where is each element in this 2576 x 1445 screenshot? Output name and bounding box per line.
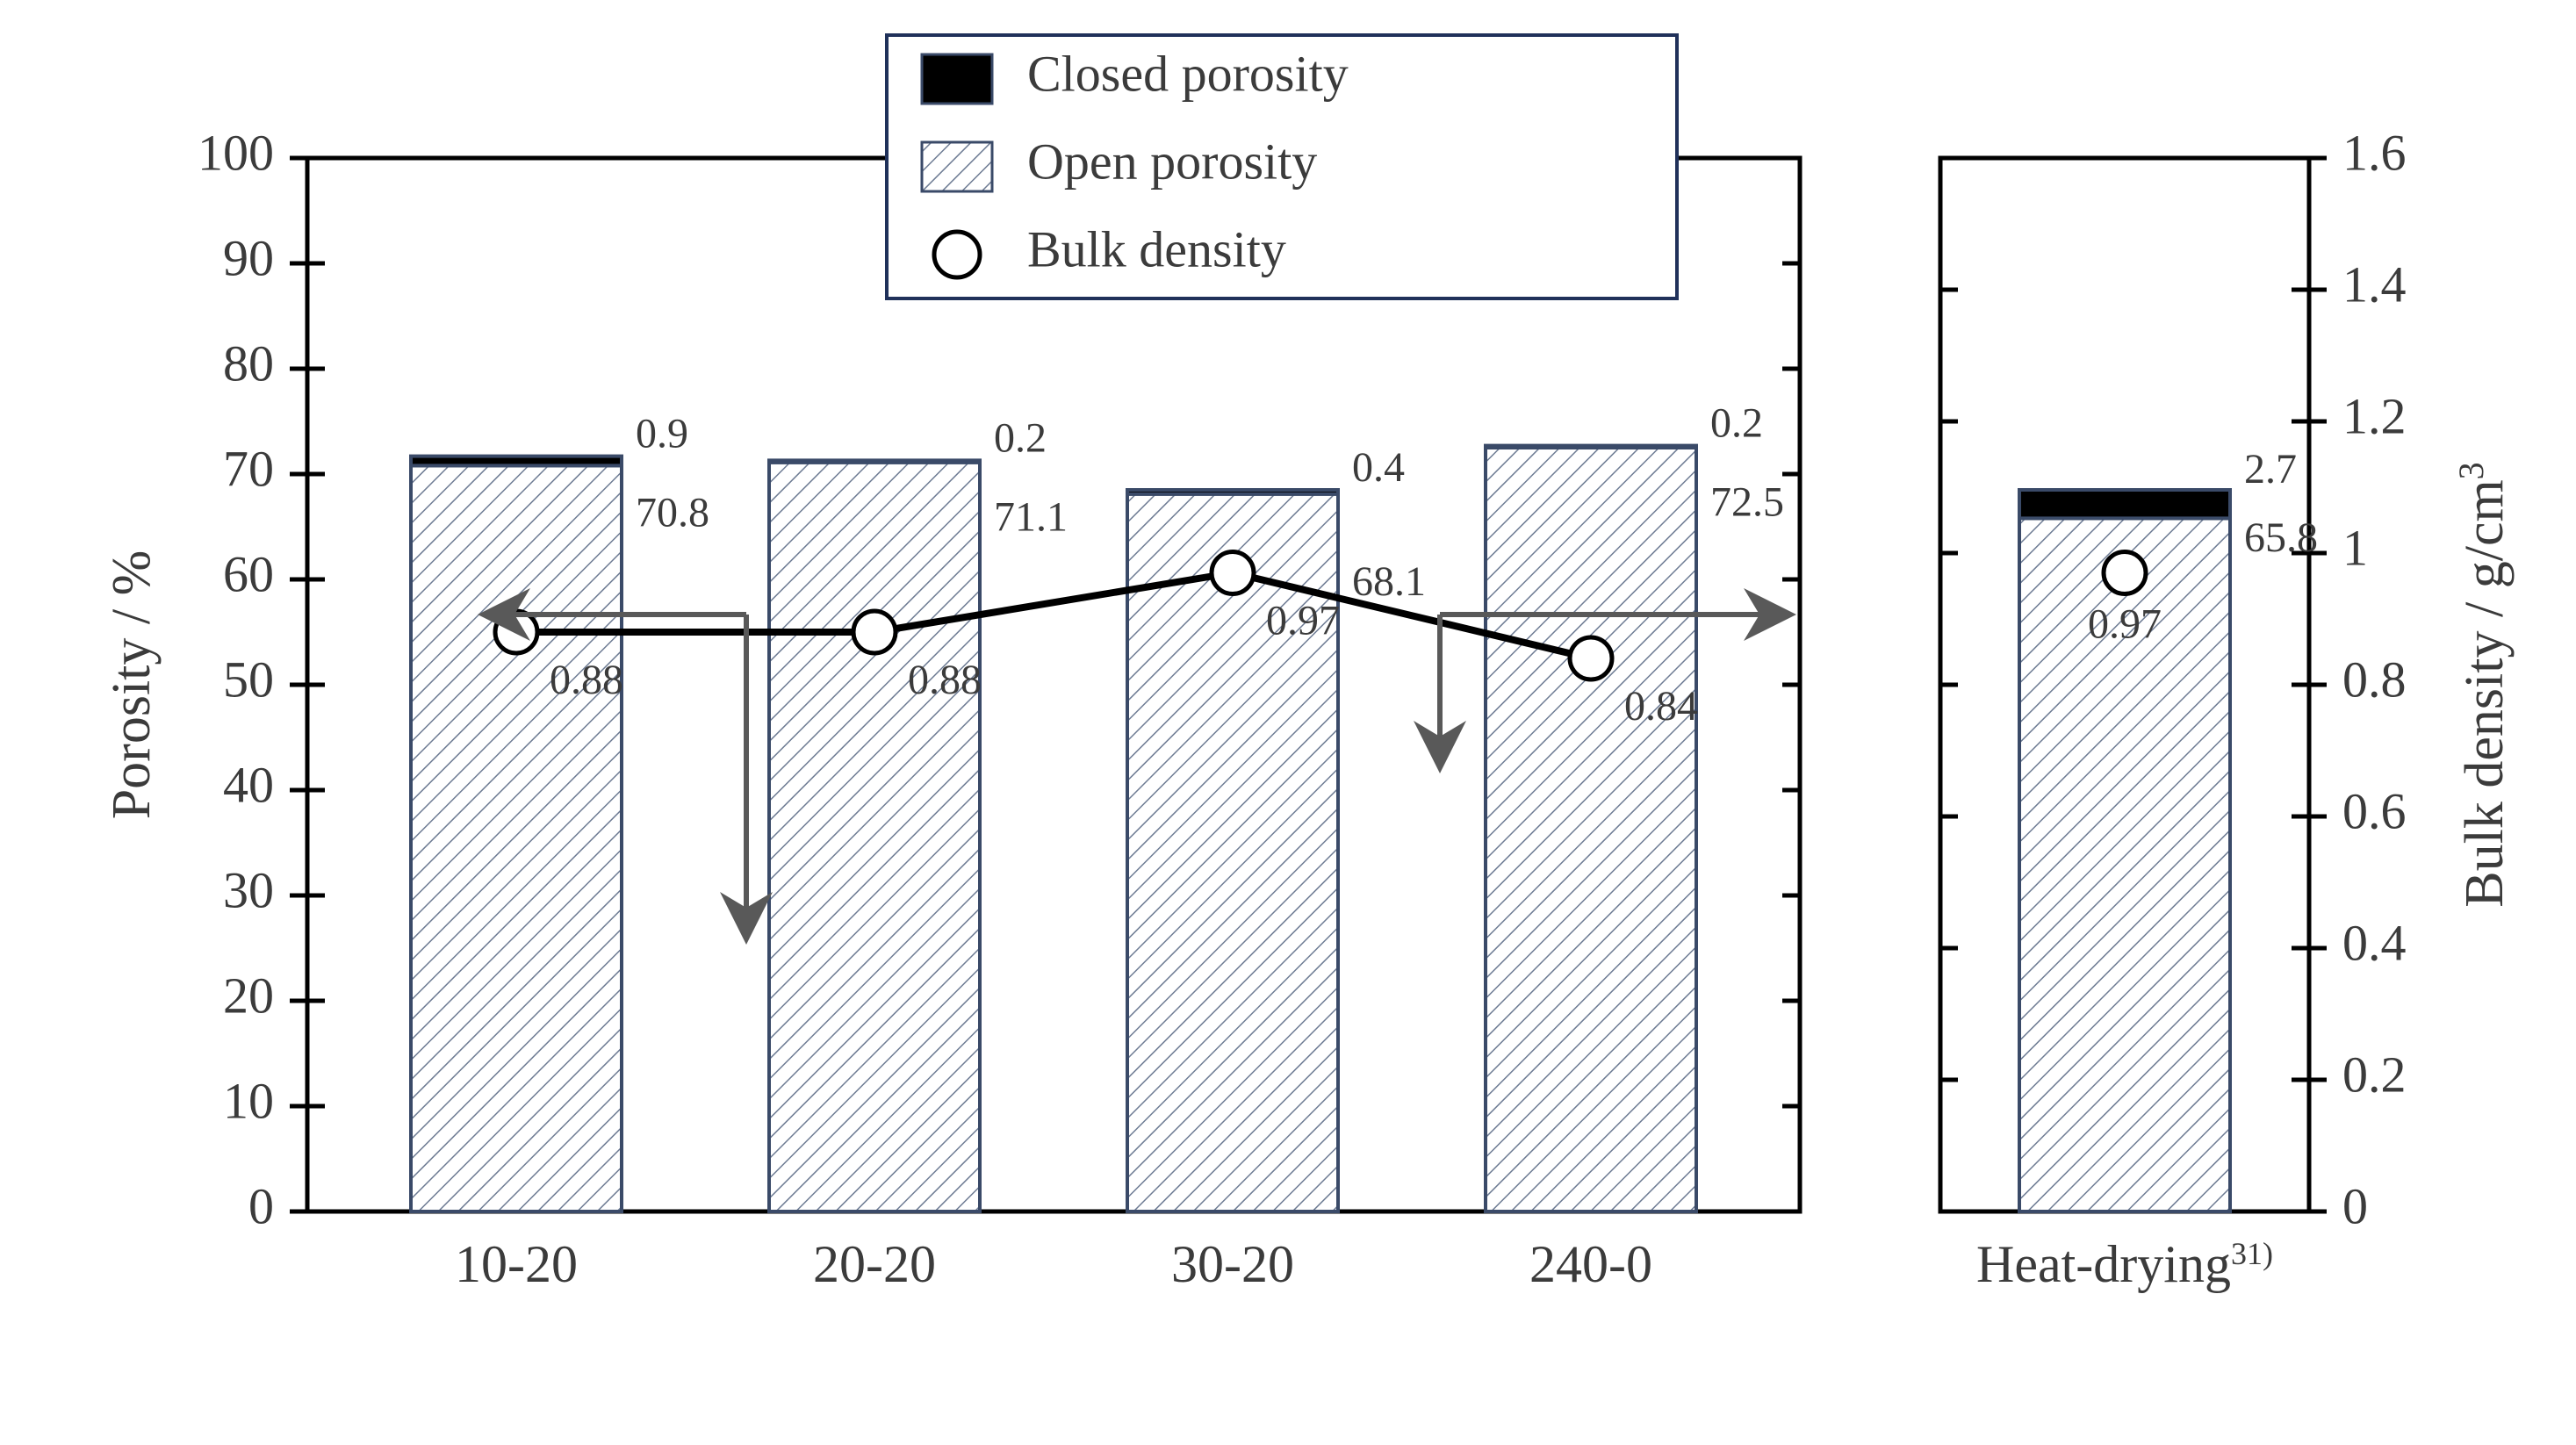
category-label: 30-20 bbox=[1171, 1235, 1294, 1293]
density-marker bbox=[2104, 552, 2146, 594]
svg-text:0: 0 bbox=[2342, 1177, 2368, 1234]
svg-text:0.97: 0.97 bbox=[1266, 598, 1340, 644]
svg-text:0.4: 0.4 bbox=[2342, 914, 2407, 971]
svg-text:71.1: 71.1 bbox=[994, 493, 1068, 540]
closed-porosity-bar bbox=[2019, 490, 2230, 518]
svg-text:10: 10 bbox=[223, 1072, 274, 1129]
legend-label: Closed porosity bbox=[1027, 45, 1349, 102]
category-label: Heat-drying31) bbox=[1976, 1235, 2273, 1293]
chart-svg: 0 10 20 30 40 50 60 70 80 90 100 Porosity / % 0 0.2 0.… bbox=[0, 0, 2576, 1445]
category-label: 20-20 bbox=[813, 1235, 936, 1293]
density-marker bbox=[495, 611, 537, 653]
svg-text:2.7: 2.7 bbox=[2244, 446, 2297, 492]
closed-porosity-bar bbox=[411, 457, 622, 466]
svg-text:0.84: 0.84 bbox=[1624, 683, 1698, 730]
svg-text:Bulk density / g/cm3: Bulk density / g/cm3 bbox=[2451, 462, 2515, 907]
svg-text:40: 40 bbox=[223, 756, 274, 813]
svg-text:65.8: 65.8 bbox=[2244, 514, 2318, 561]
svg-text:68.1: 68.1 bbox=[1352, 558, 1426, 605]
density-marker bbox=[1212, 552, 1254, 594]
category-label: 240-0 bbox=[1529, 1235, 1652, 1293]
svg-text:0.2: 0.2 bbox=[994, 414, 1047, 461]
svg-text:80: 80 bbox=[223, 334, 274, 392]
legend-swatch-open bbox=[922, 142, 992, 191]
svg-text:1.4: 1.4 bbox=[2342, 255, 2407, 313]
legend-label: Open porosity bbox=[1027, 133, 1317, 190]
open-porosity-bar bbox=[1486, 448, 1696, 1211]
svg-text:100: 100 bbox=[198, 124, 274, 181]
density-marker bbox=[1570, 637, 1612, 679]
svg-text:90: 90 bbox=[223, 229, 274, 286]
svg-text:0.88: 0.88 bbox=[908, 657, 982, 703]
svg-text:0.97: 0.97 bbox=[2088, 601, 2162, 648]
svg-text:0.4: 0.4 bbox=[1352, 444, 1405, 491]
category-label: 10-20 bbox=[455, 1235, 578, 1293]
svg-text:50: 50 bbox=[223, 651, 274, 708]
svg-text:72.5: 72.5 bbox=[1710, 479, 1784, 526]
open-porosity-bar bbox=[411, 465, 622, 1211]
svg-text:0.2: 0.2 bbox=[1710, 400, 1763, 447]
svg-text:60: 60 bbox=[223, 545, 274, 602]
porosity-axis-label: Porosity / % bbox=[102, 550, 162, 820]
legend-swatch-closed bbox=[922, 54, 992, 104]
svg-text:70: 70 bbox=[223, 440, 274, 497]
svg-text:0.8: 0.8 bbox=[2342, 651, 2407, 708]
svg-text:30: 30 bbox=[223, 861, 274, 918]
svg-text:0: 0 bbox=[248, 1177, 274, 1234]
legend: Closed porosity Open porosity Bulk density bbox=[887, 35, 1677, 298]
density-marker bbox=[853, 611, 896, 653]
svg-text:0.9: 0.9 bbox=[636, 411, 688, 457]
legend-label: Bulk density bbox=[1027, 220, 1286, 277]
svg-text:1: 1 bbox=[2342, 519, 2368, 576]
svg-text:0.88: 0.88 bbox=[550, 657, 623, 703]
legend-swatch-marker bbox=[934, 232, 980, 277]
chart-root: 0 10 20 30 40 50 60 70 80 90 100 Porosity / % 0 0.2 0.… bbox=[0, 0, 2576, 1445]
closed-porosity-bar bbox=[1127, 490, 1338, 494]
svg-text:0.2: 0.2 bbox=[2342, 1046, 2407, 1103]
density-axis-label: Bulk density / g/cm3 bbox=[2451, 462, 2515, 907]
closed-porosity-bar bbox=[1486, 446, 1696, 448]
svg-text:0.6: 0.6 bbox=[2342, 782, 2407, 839]
open-porosity-bar bbox=[769, 463, 980, 1211]
svg-text:1.2: 1.2 bbox=[2342, 387, 2407, 444]
svg-text:1.6: 1.6 bbox=[2342, 124, 2407, 181]
svg-text:20: 20 bbox=[223, 967, 274, 1024]
svg-text:70.8: 70.8 bbox=[636, 490, 709, 536]
closed-porosity-bar bbox=[769, 460, 980, 462]
